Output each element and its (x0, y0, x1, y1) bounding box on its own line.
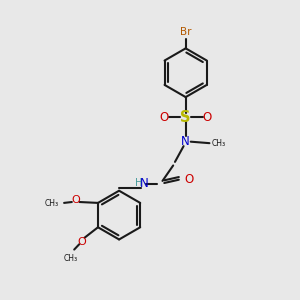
Text: O: O (72, 195, 80, 205)
Text: O: O (160, 111, 169, 124)
Text: N: N (181, 135, 190, 148)
Text: H: H (135, 178, 143, 188)
Text: O: O (78, 237, 87, 247)
Text: N: N (140, 177, 148, 190)
Text: Br: Br (180, 27, 191, 38)
Text: CH₃: CH₃ (44, 199, 58, 208)
Text: CH₃: CH₃ (212, 139, 226, 148)
Text: O: O (184, 173, 194, 186)
Text: O: O (202, 111, 212, 124)
Text: S: S (180, 110, 191, 125)
Text: CH₃: CH₃ (64, 254, 78, 263)
